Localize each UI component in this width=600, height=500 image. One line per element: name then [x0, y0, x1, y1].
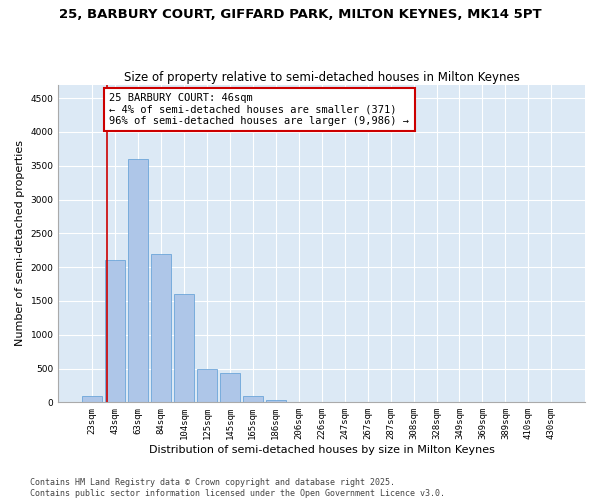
Bar [197, 368, 217, 402]
Bar [82, 396, 102, 402]
Title: Size of property relative to semi-detached houses in Milton Keynes: Size of property relative to semi-detach… [124, 70, 520, 84]
Bar [151, 254, 171, 402]
Bar [266, 400, 286, 402]
Y-axis label: Number of semi-detached properties: Number of semi-detached properties [15, 140, 25, 346]
Text: 25, BARBURY COURT, GIFFARD PARK, MILTON KEYNES, MK14 5PT: 25, BARBURY COURT, GIFFARD PARK, MILTON … [59, 8, 541, 20]
Bar [174, 294, 194, 403]
Text: Contains HM Land Registry data © Crown copyright and database right 2025.
Contai: Contains HM Land Registry data © Crown c… [30, 478, 445, 498]
X-axis label: Distribution of semi-detached houses by size in Milton Keynes: Distribution of semi-detached houses by … [149, 445, 494, 455]
Text: 25 BARBURY COURT: 46sqm
← 4% of semi-detached houses are smaller (371)
96% of se: 25 BARBURY COURT: 46sqm ← 4% of semi-det… [109, 93, 409, 126]
Bar [243, 396, 263, 402]
Bar [128, 159, 148, 402]
Bar [106, 260, 125, 402]
Bar [220, 374, 239, 402]
